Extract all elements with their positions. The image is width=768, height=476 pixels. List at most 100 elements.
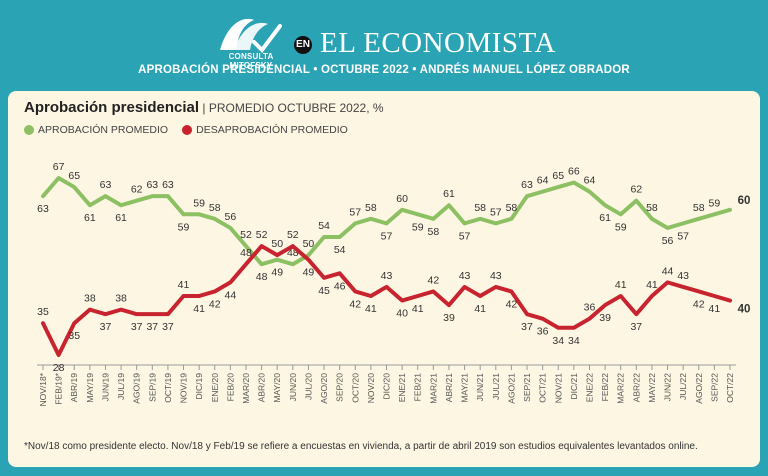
data-label-approval: 64 bbox=[584, 175, 596, 187]
data-label-disapproval: 37 bbox=[146, 321, 158, 333]
x-tick-label: DIC/20 bbox=[382, 373, 392, 400]
data-label-approval: 54 bbox=[318, 220, 330, 232]
data-label-disapproval: 41 bbox=[365, 303, 377, 315]
data-label-disapproval: 41 bbox=[646, 279, 658, 291]
data-label-approval: 58 bbox=[506, 202, 518, 214]
data-label-approval: 57 bbox=[381, 230, 393, 242]
data-label-disapproval: 41 bbox=[709, 303, 721, 315]
data-label-disapproval: 41 bbox=[474, 303, 486, 315]
x-tick-label: ENE/20 bbox=[210, 373, 220, 403]
header-subtitle: APROBACIÓN PRESIDENCIAL • OCTUBRE 2022 •… bbox=[138, 64, 630, 76]
x-tick-label: MAY/19 bbox=[85, 373, 95, 403]
x-tick-label: SEP/20 bbox=[335, 373, 345, 402]
x-tick-label: MAY/21 bbox=[460, 373, 470, 403]
data-label-disapproval: 43 bbox=[459, 270, 471, 282]
data-label-disapproval: 44 bbox=[662, 265, 674, 277]
data-label-disapproval: 28 bbox=[53, 362, 65, 374]
data-label-disapproval: 37 bbox=[131, 321, 143, 333]
x-tick-label: ENE/22 bbox=[584, 373, 594, 403]
data-label-approval: 63 bbox=[37, 203, 49, 215]
x-tick-label: NOV/18* bbox=[38, 372, 48, 406]
x-tick-label: MAY/22 bbox=[647, 373, 657, 403]
x-tick-label: DIC/21 bbox=[569, 373, 579, 400]
data-label-approval: 58 bbox=[427, 226, 439, 238]
data-label-approval: 64 bbox=[537, 175, 549, 187]
data-label-approval: 52 bbox=[240, 229, 252, 241]
data-label-approval: 63 bbox=[162, 179, 174, 191]
legend-item-disapproval: DESAPROBACIÓN PROMEDIO bbox=[182, 124, 348, 136]
data-label-disapproval: 42 bbox=[427, 274, 439, 286]
data-label-disapproval: 41 bbox=[615, 279, 627, 291]
data-label-disapproval: 43 bbox=[381, 270, 393, 282]
data-label-disapproval: 43 bbox=[490, 270, 502, 282]
x-tick-label: OCT/22 bbox=[725, 373, 735, 403]
x-tick-label: JUN/22 bbox=[663, 373, 673, 402]
data-label-disapproval: 37 bbox=[521, 321, 533, 333]
x-tick-label: SEP/21 bbox=[522, 373, 532, 402]
logo-text: CONSULTA MITOFSKY bbox=[228, 52, 274, 70]
x-tick-label: OCT/21 bbox=[538, 373, 548, 403]
data-label-approval: 58 bbox=[474, 202, 486, 214]
data-label-approval: 61 bbox=[443, 188, 455, 200]
data-label-disapproval: 42 bbox=[693, 298, 705, 310]
legend-approval-dot bbox=[24, 125, 34, 135]
data-label-approval: 58 bbox=[365, 202, 377, 214]
data-label-disapproval: 36 bbox=[537, 326, 549, 338]
data-label-approval: 63 bbox=[146, 179, 158, 191]
x-tick-label: NOV/21 bbox=[553, 373, 563, 404]
en-badge: EN bbox=[294, 36, 312, 54]
data-label-approval: 57 bbox=[459, 230, 471, 242]
x-tick-label: FEB/20 bbox=[225, 373, 235, 402]
data-label-disapproval: 52 bbox=[287, 229, 299, 241]
x-tick-label: ABR/20 bbox=[257, 373, 267, 403]
data-label-disapproval: 35 bbox=[37, 306, 49, 318]
data-label-approval: 57 bbox=[490, 206, 502, 218]
data-label-approval: 58 bbox=[209, 202, 221, 214]
data-label-approval: 61 bbox=[115, 212, 127, 224]
x-tick-label: AGO/19 bbox=[132, 373, 142, 404]
data-label-approval: 65 bbox=[68, 170, 80, 182]
x-tick-label: AGO/20 bbox=[319, 373, 329, 404]
x-tick-label: JUN/21 bbox=[475, 373, 485, 402]
data-label-disapproval: 41 bbox=[412, 303, 424, 315]
brand-title: EL ECONOMISTA bbox=[320, 27, 556, 59]
legend-item-approval: APROBACIÓN PROMEDIO bbox=[24, 124, 168, 136]
x-tick-label: JUL/20 bbox=[303, 373, 313, 400]
data-label-disapproval: 38 bbox=[115, 293, 127, 305]
x-tick-label: SEP/19 bbox=[147, 373, 157, 402]
data-label-disapproval: 39 bbox=[443, 312, 455, 324]
data-label-approval: 57 bbox=[677, 230, 689, 242]
x-tick-label: SEP/22 bbox=[709, 373, 719, 402]
data-label-disapproval: 37 bbox=[630, 321, 642, 333]
data-label-disapproval: 36 bbox=[584, 302, 596, 314]
data-label-disapproval: 52 bbox=[256, 229, 268, 241]
data-label-approval: 63 bbox=[100, 179, 112, 191]
data-label-disapproval: 35 bbox=[68, 330, 80, 342]
data-label-approval: 49 bbox=[271, 267, 283, 279]
x-tick-label: JUL/21 bbox=[491, 373, 501, 400]
chart-legend: APROBACIÓN PROMEDIO DESAPROBACIÓN PROMED… bbox=[24, 124, 348, 136]
series-line-disapproval bbox=[41, 244, 732, 357]
legend-disapproval-label: DESAPROBACIÓN PROMEDIO bbox=[196, 124, 348, 136]
x-tick-label: JUN/19 bbox=[100, 373, 110, 402]
data-label-disapproval: 40 bbox=[738, 304, 751, 316]
chart-title-sub: | PROMEDIO OCTUBRE 2022, % bbox=[199, 101, 384, 115]
data-label-approval: 56 bbox=[662, 235, 674, 247]
data-label-approval: 65 bbox=[552, 170, 564, 182]
chart-title: Aprobación presidencial | PROMEDIO OCTUB… bbox=[24, 99, 384, 116]
x-tick-label: AGO/21 bbox=[506, 373, 516, 404]
data-label-disapproval: 42 bbox=[506, 298, 518, 310]
x-tick-label: FEB/22 bbox=[600, 373, 610, 402]
data-label-disapproval: 44 bbox=[225, 289, 237, 301]
data-label-disapproval: 39 bbox=[599, 312, 611, 324]
data-label-approval: 60 bbox=[738, 195, 751, 207]
data-label-approval: 60 bbox=[396, 193, 408, 205]
x-tick-label: MAR/22 bbox=[616, 373, 626, 404]
data-label-approval: 59 bbox=[412, 221, 424, 233]
data-label-approval: 61 bbox=[84, 212, 96, 224]
line-chart: NOV/18* FEB/19* ABR/19 MAY/19 JUN/19 JUL/19 AG… bbox=[37, 161, 751, 407]
data-label-approval: 57 bbox=[349, 206, 361, 218]
data-label-disapproval: 43 bbox=[677, 270, 689, 282]
x-tick-label: OCT/19 bbox=[163, 373, 173, 403]
data-label-approval: 59 bbox=[615, 221, 627, 233]
